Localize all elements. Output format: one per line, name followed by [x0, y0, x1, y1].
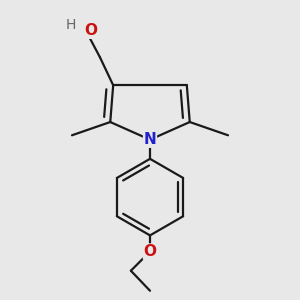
Text: N: N	[144, 132, 156, 147]
Text: O: O	[85, 23, 98, 38]
Text: H: H	[65, 18, 76, 32]
Text: O: O	[143, 244, 157, 259]
